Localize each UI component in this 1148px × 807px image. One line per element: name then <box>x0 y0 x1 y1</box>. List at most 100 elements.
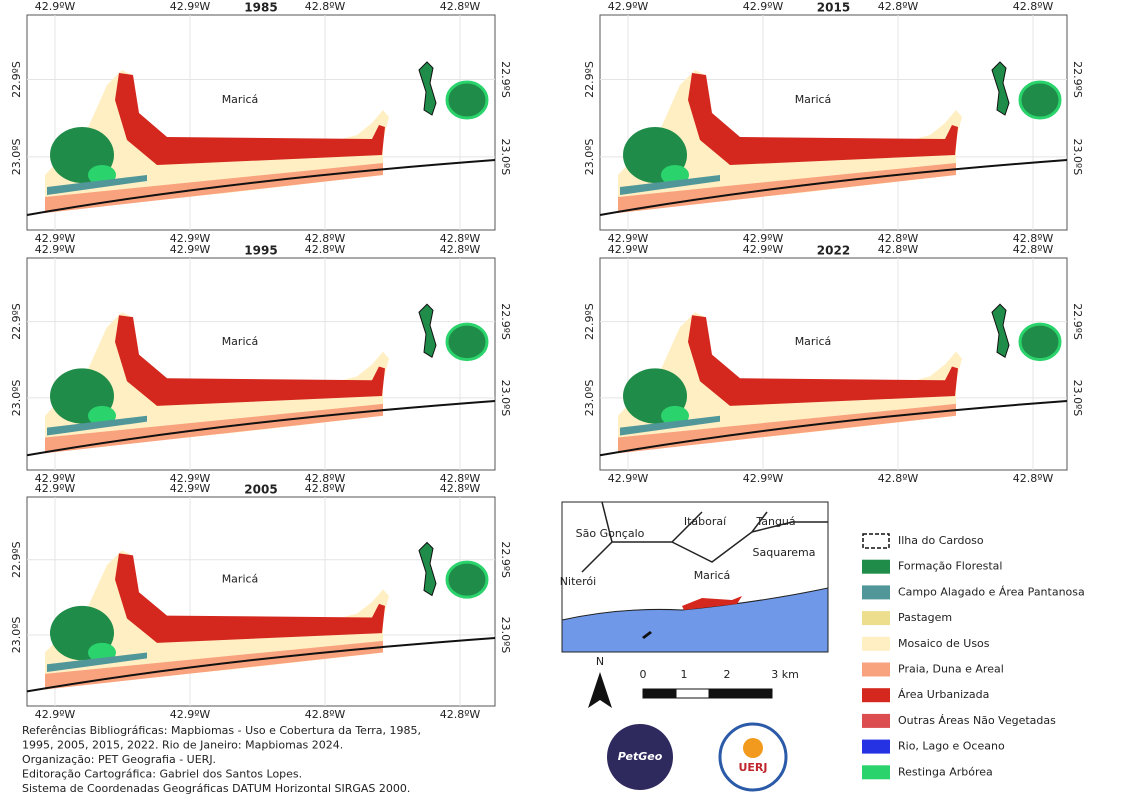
island <box>418 61 437 116</box>
land-wetland <box>47 652 147 672</box>
lon-label-top: 42.9ºW <box>608 243 649 256</box>
lon-label-top: 42.9ºW <box>35 482 76 495</box>
credit-line: Referências Bibliográficas: Mapbiomas - … <box>22 724 421 737</box>
lon-label-bottom: 42.8ºW <box>1013 472 1054 485</box>
place-label: Maricá <box>222 93 259 106</box>
lon-label-bottom: 42.8ºW <box>305 472 346 485</box>
land-wetland <box>620 415 720 436</box>
island <box>1018 322 1062 362</box>
lon-label-bottom: 42.8ºW <box>878 472 919 485</box>
lon-label-top: 42.8ºW <box>440 482 481 495</box>
scale-label: 0 <box>640 668 647 681</box>
lat-label-right: 22.9ºS <box>1071 303 1084 340</box>
lon-label-bottom: 42.8ºW <box>1013 232 1054 245</box>
lon-label-top: 42.9ºW <box>170 0 211 13</box>
island <box>1018 80 1062 120</box>
place-label: Maricá <box>795 335 832 348</box>
north-label: N <box>596 655 604 668</box>
lon-label-bottom: 42.9ºW <box>35 708 76 721</box>
lon-label-top: 42.8ºW <box>878 243 919 256</box>
map-title: 1985 <box>244 1 277 15</box>
coastline <box>26 399 496 457</box>
scale-segment <box>709 688 773 699</box>
logo-petgeo <box>607 724 673 790</box>
lon-label-top: 42.8ºW <box>1013 243 1054 256</box>
inset-label: Itaboraí <box>684 515 727 528</box>
island <box>991 303 1010 358</box>
inset-marica <box>682 596 742 610</box>
land-urban <box>688 73 958 165</box>
island <box>445 80 489 120</box>
inset-label: Maricá <box>694 569 731 582</box>
map-panel: Maricá <box>599 257 1068 471</box>
legend-label: Formação Florestal <box>898 560 1002 573</box>
place-label: Maricá <box>795 93 832 106</box>
scale-label: 1 <box>681 668 688 681</box>
lat-label-left: 22.9ºS <box>10 61 23 98</box>
lon-label-top: 42.9ºW <box>35 243 76 256</box>
legend-swatch <box>862 765 890 780</box>
credit-line: Organização: PET Geografia - UERJ. <box>22 753 216 766</box>
lat-label-right: 23.0ºS <box>499 617 512 654</box>
lon-label-top: 42.8ºW <box>878 0 919 13</box>
land-urban <box>115 315 385 406</box>
scale-segment <box>642 688 677 699</box>
land-wetland <box>47 415 147 436</box>
legend-label: Praia, Duna e Areal <box>898 663 1004 676</box>
lon-label-top: 42.8ºW <box>440 243 481 256</box>
map-panel: Maricá <box>26 257 496 471</box>
lon-label-top: 42.9ºW <box>35 0 76 13</box>
lat-label-left: 23.0ºS <box>583 380 596 417</box>
scale-label: 2 <box>724 668 731 681</box>
island <box>418 303 437 358</box>
inset-borders <box>581 501 828 573</box>
credit-line: Sistema de Coordenadas Geográficas DATUM… <box>22 782 410 795</box>
map-panel: Maricá <box>26 496 496 707</box>
lon-label-bottom: 42.9ºW <box>743 232 784 245</box>
scale-segment <box>675 688 710 699</box>
lon-label-bottom: 42.9ºW <box>35 232 76 245</box>
scale-label: 3 km <box>771 668 799 681</box>
legend-label: Campo Alagado e Área Pantanosa <box>898 585 1085 598</box>
lon-label-bottom: 42.9ºW <box>170 708 211 721</box>
lon-label-bottom: 42.9ºW <box>608 232 649 245</box>
lat-label-left: 22.9ºS <box>583 303 596 340</box>
lon-label-bottom: 42.8ºW <box>440 472 481 485</box>
legend-label: Mosaico de Usos <box>898 637 990 650</box>
legend-label: Restinga Arbórea <box>898 765 993 778</box>
coastline <box>26 636 496 693</box>
land-urban <box>115 73 385 165</box>
logo-text: PetGeo <box>618 750 663 763</box>
lat-label-left: 22.9ºS <box>10 303 23 340</box>
lat-label-right: 23.0ºS <box>499 380 512 417</box>
map-title: 2015 <box>817 1 850 15</box>
inset-label: Saquarema <box>753 546 816 559</box>
legend-swatch <box>862 533 890 549</box>
island <box>445 322 489 362</box>
lat-label-left: 23.0ºS <box>10 380 23 417</box>
legend-swatch <box>862 739 890 754</box>
legend-label: Rio, Lago e Oceano <box>898 740 1005 753</box>
lon-label-bottom: 42.8ºW <box>440 232 481 245</box>
lon-label-bottom: 42.9ºW <box>170 232 211 245</box>
coastline <box>599 399 1068 457</box>
legend-swatch <box>862 688 890 703</box>
legend-swatch <box>862 662 890 677</box>
legend-label: Área Urbanizada <box>898 688 989 701</box>
lon-label-bottom: 42.9ºW <box>743 472 784 485</box>
lat-label-right: 23.0ºS <box>499 139 512 176</box>
lon-label-bottom: 42.9ºW <box>170 472 211 485</box>
place-label: Maricá <box>222 335 259 348</box>
legend-swatch <box>862 636 890 651</box>
inset-label: Niterói <box>560 575 596 588</box>
lat-label-right: 22.9ºS <box>499 303 512 340</box>
lon-label-bottom: 42.8ºW <box>878 232 919 245</box>
credit-line: 1995, 2005, 2015, 2022. Rio de Janeiro: … <box>22 739 343 752</box>
map-panel: Maricá <box>599 14 1068 231</box>
logo-uerj-flame <box>743 738 763 758</box>
lon-label-top: 42.8ºW <box>305 482 346 495</box>
lat-label-right: 23.0ºS <box>1071 380 1084 417</box>
legend-label: Pastagem <box>898 611 952 624</box>
land-wetland <box>47 175 147 195</box>
